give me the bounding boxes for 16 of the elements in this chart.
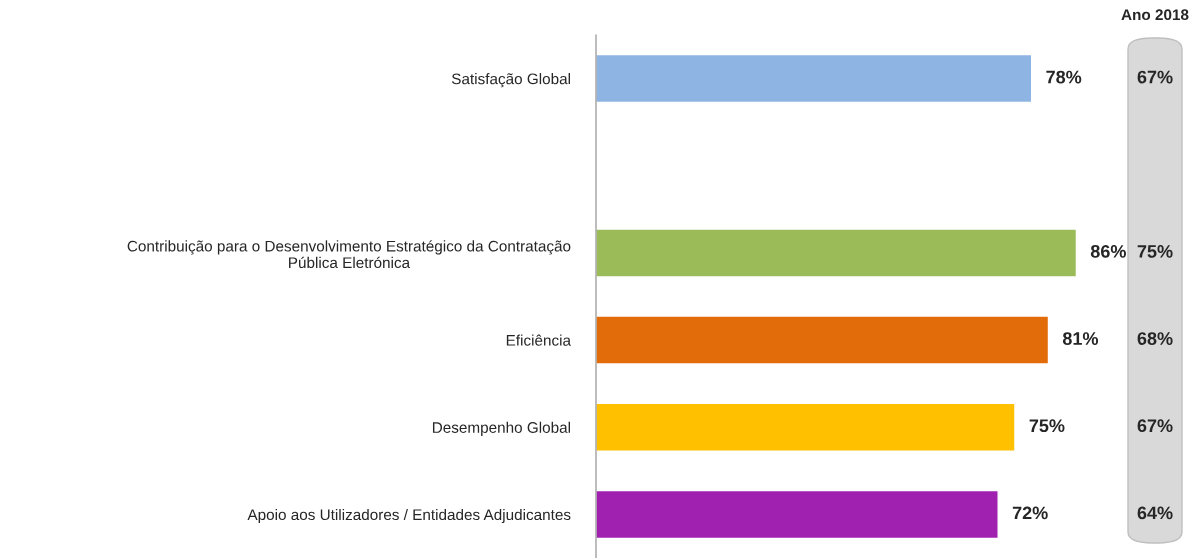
text: Ano 2018 xyxy=(1121,9,1189,21)
y-tick-label: Eficiência xyxy=(506,334,571,346)
y-tick-label: Contribuição para o Desenvolvimento Estratégico da Contratação Pública Eletrónica xyxy=(127,240,571,269)
y-tick-label: Desempenho Global xyxy=(432,421,570,436)
text: 68% xyxy=(1137,332,1173,345)
data-label: 75% xyxy=(1029,419,1065,433)
text: 67% xyxy=(1137,70,1173,84)
data-label: 72% xyxy=(1012,506,1048,520)
data-label: 78% xyxy=(1046,70,1082,84)
text: 64% xyxy=(1137,506,1173,520)
y-tick-label: Apoio aos Utilizadores / Entidades Adjudicantes xyxy=(247,508,571,524)
text: 67% xyxy=(1137,419,1173,433)
data-label: 86% xyxy=(1090,244,1126,258)
data-label: 81% xyxy=(1062,332,1099,345)
y-tick-label: Satisfação Global xyxy=(451,73,570,88)
text: 75% xyxy=(1137,245,1173,258)
